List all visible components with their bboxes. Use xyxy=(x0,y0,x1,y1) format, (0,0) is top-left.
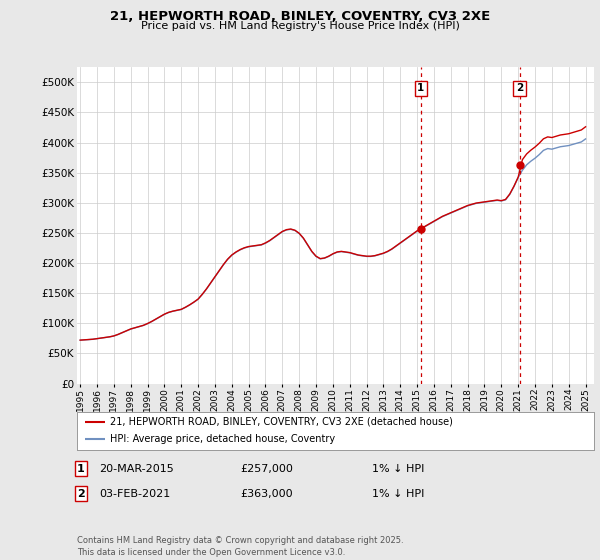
Text: 21, HEPWORTH ROAD, BINLEY, COVENTRY, CV3 2XE: 21, HEPWORTH ROAD, BINLEY, COVENTRY, CV3… xyxy=(110,10,490,23)
Text: 1% ↓ HPI: 1% ↓ HPI xyxy=(372,489,424,499)
Text: HPI: Average price, detached house, Coventry: HPI: Average price, detached house, Cove… xyxy=(110,435,335,445)
Text: 2: 2 xyxy=(516,83,523,94)
Text: Contains HM Land Registry data © Crown copyright and database right 2025.
This d: Contains HM Land Registry data © Crown c… xyxy=(77,536,403,557)
Text: 20-MAR-2015: 20-MAR-2015 xyxy=(99,464,174,474)
Text: 1% ↓ HPI: 1% ↓ HPI xyxy=(372,464,424,474)
Text: 1: 1 xyxy=(77,464,85,474)
Text: 03-FEB-2021: 03-FEB-2021 xyxy=(99,489,170,499)
Text: £363,000: £363,000 xyxy=(240,489,293,499)
Text: £257,000: £257,000 xyxy=(240,464,293,474)
Text: Price paid vs. HM Land Registry's House Price Index (HPI): Price paid vs. HM Land Registry's House … xyxy=(140,21,460,31)
Text: 1: 1 xyxy=(417,83,424,94)
Text: 2: 2 xyxy=(77,489,85,499)
Text: 21, HEPWORTH ROAD, BINLEY, COVENTRY, CV3 2XE (detached house): 21, HEPWORTH ROAD, BINLEY, COVENTRY, CV3… xyxy=(110,417,453,427)
